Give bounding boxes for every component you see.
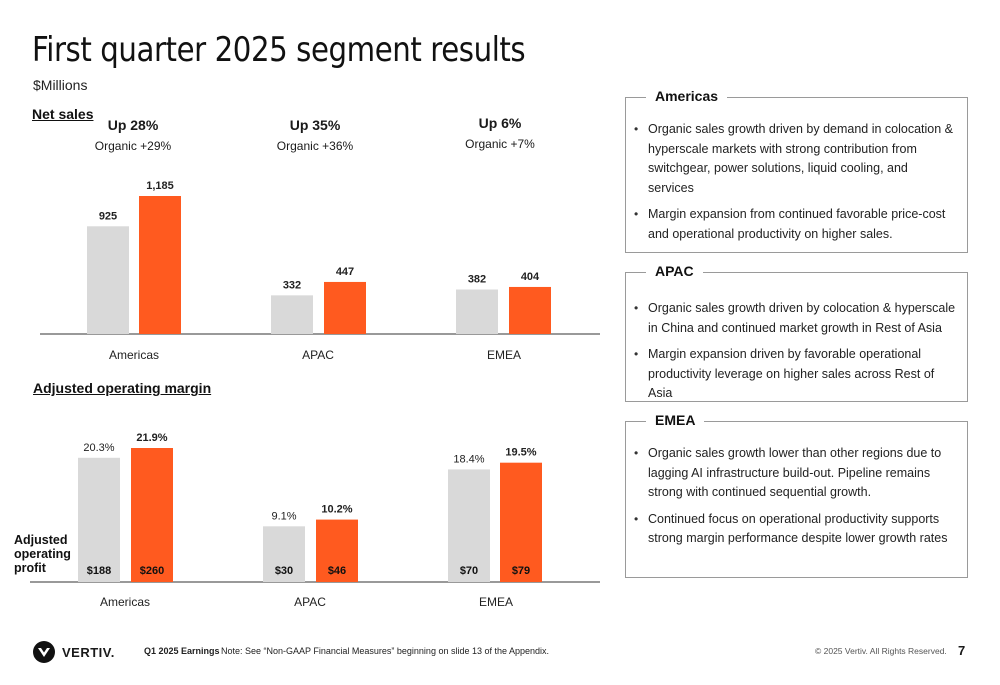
data-label: 382 [468, 274, 486, 286]
growth-up: Up 35% [289, 117, 341, 133]
bar-apac-current [324, 281, 366, 334]
bar-emea-prior [448, 469, 490, 582]
footer-copyright: © 2025 Vertiv. All Rights Reserved. [815, 646, 947, 656]
vertiv-logo: VERTIV. [32, 640, 115, 664]
profit-label: $70 [460, 565, 478, 577]
growth-apac: Up 35% Organic +36% [235, 117, 395, 153]
category-label: Americas [100, 595, 150, 609]
bullet-item: Organic sales growth driven by demand in… [626, 120, 967, 198]
profit-label: $260 [140, 565, 164, 577]
footer-event: Q1 2025 Earnings [144, 646, 220, 656]
page-subtitle: $Millions [33, 77, 88, 93]
profit-label: $79 [512, 565, 530, 577]
growth-organic: Organic +7% [465, 137, 535, 151]
box-title: EMEA [646, 412, 705, 428]
bullet-item: Margin expansion driven by favorable ope… [626, 345, 967, 404]
data-label: 925 [99, 210, 117, 222]
page-title: First quarter 2025 segment results [32, 30, 526, 70]
vertiv-logo-icon [33, 641, 55, 663]
americas-commentary-box: Americas Organic sales growth driven by … [625, 88, 968, 253]
growth-emea: Up 6% Organic +7% [420, 115, 580, 151]
page-number: 7 [958, 643, 966, 658]
data-label: 404 [521, 271, 540, 283]
bullet-item: Organic sales growth driven by colocatio… [626, 299, 967, 338]
data-label: 332 [283, 279, 301, 291]
bullet-item: Continued focus on operational productiv… [626, 510, 967, 549]
box-title: Americas [646, 88, 728, 104]
bar-americas-current [139, 196, 181, 334]
data-label: 19.5% [505, 447, 536, 459]
bar-apac-prior [271, 295, 313, 334]
bar-americas-prior [87, 226, 129, 334]
category-label: APAC [294, 595, 326, 609]
bar-apac-prior [263, 526, 305, 582]
growth-organic: Organic +29% [94, 139, 172, 153]
growth-up: Up 28% [107, 117, 159, 133]
profit-label: $188 [87, 565, 111, 577]
bar-apac-current [316, 519, 358, 582]
adjusted-operating-margin-chart: 20.3% $188 9.1% $30 18.4% $70 21.9% $260 10.2% $4… [30, 432, 600, 609]
category-label: EMEA [487, 348, 521, 362]
emea-commentary-box: EMEA Organic sales growth lower than oth… [625, 412, 968, 578]
adjusted-operating-margin-label: Adjusted operating margin [33, 380, 212, 396]
footer-note: Note: See “Non-GAAP Financial Measures” … [221, 646, 550, 656]
bar-americas-current [131, 448, 173, 582]
data-label: 447 [336, 266, 354, 278]
profit-label: $30 [275, 565, 293, 577]
data-label: 18.4% [453, 453, 484, 465]
bullet-item: Organic sales growth lower than other re… [626, 444, 967, 503]
logo-text: VERTIV. [62, 644, 115, 660]
growth-americas: Up 28% Organic +29% [53, 117, 213, 153]
bar-emea-prior [456, 289, 498, 334]
net-sales-label: Net sales [32, 106, 94, 122]
bar-emea-current [500, 462, 542, 582]
net-sales-chart: 925 332 382 1,185 447 404 Americas APAC EMEA [40, 180, 600, 362]
data-label: 21.9% [136, 432, 167, 444]
data-label: 10.2% [321, 504, 352, 516]
bar-americas-prior [78, 457, 120, 582]
category-label: APAC [302, 348, 334, 362]
data-label: 9.1% [271, 510, 296, 522]
category-label: EMEA [479, 595, 513, 609]
bullet-item: Margin expansion from continued favorabl… [626, 205, 967, 244]
data-label: 1,185 [146, 180, 174, 192]
profit-label: $46 [328, 565, 346, 577]
bar-emea-current [509, 286, 551, 334]
category-label: Americas [109, 348, 159, 362]
apac-commentary-box: APAC Organic sales growth driven by colo… [625, 263, 968, 404]
growth-organic: Organic +36% [276, 139, 354, 153]
growth-up: Up 6% [478, 115, 522, 131]
data-label: 20.3% [83, 442, 114, 454]
box-title: APAC [646, 263, 703, 279]
adjusted-operating-profit-label: Adjusted operating profit [14, 533, 71, 575]
